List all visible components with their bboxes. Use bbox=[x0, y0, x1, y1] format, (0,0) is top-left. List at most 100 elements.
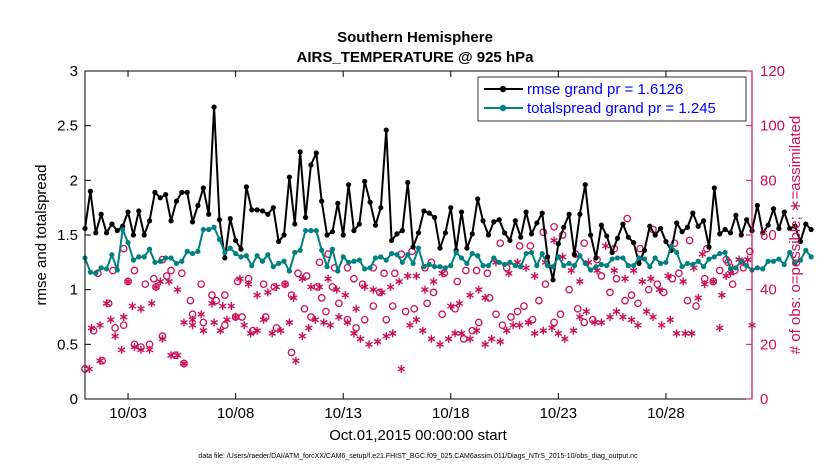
obs-assimilated-point bbox=[128, 302, 137, 311]
obs-assimilated-point bbox=[621, 274, 629, 283]
totalspread-point bbox=[647, 264, 653, 270]
rmse-point bbox=[270, 205, 276, 211]
obs-assimilated-point bbox=[244, 280, 253, 289]
obs-assimilated-point bbox=[560, 334, 569, 343]
totalspread-point bbox=[453, 249, 459, 256]
obs-assimilated-point bbox=[335, 313, 343, 321]
rmse-point bbox=[383, 127, 389, 133]
obs-assimilated-point bbox=[137, 304, 145, 313]
obs-possible-point bbox=[302, 272, 311, 280]
obs-assimilated-point bbox=[472, 326, 481, 335]
y-tick-label: 0 bbox=[70, 391, 78, 408]
obs-possible-point bbox=[322, 307, 330, 316]
rmse-point bbox=[711, 185, 717, 191]
rmse-point bbox=[200, 185, 206, 191]
rmse-point bbox=[631, 240, 637, 246]
obs-possible-point bbox=[360, 315, 369, 324]
obs-assimilated-point bbox=[298, 332, 307, 341]
rmse-point bbox=[238, 246, 244, 252]
totalspread-point bbox=[297, 247, 303, 253]
obs-possible-point bbox=[580, 318, 589, 327]
y-tick-label: 0.5 bbox=[57, 336, 78, 353]
totalspread-point bbox=[87, 269, 93, 275]
obs-assimilated-point bbox=[285, 318, 294, 327]
totalspread-point bbox=[189, 250, 196, 257]
y-tick-label: 3 bbox=[70, 63, 78, 80]
obs-possible-point bbox=[668, 274, 677, 283]
rmse-point bbox=[588, 232, 594, 238]
obs-assimilated-point bbox=[326, 321, 335, 330]
obs-assimilated-point bbox=[386, 282, 395, 291]
totalspread-point bbox=[722, 249, 728, 256]
totalspread-point bbox=[652, 255, 658, 261]
obs-possible-point bbox=[287, 348, 296, 357]
obs-assimilated-point bbox=[647, 274, 655, 283]
obs-assimilated-point bbox=[311, 315, 320, 324]
series-lines bbox=[82, 104, 814, 283]
rmse-point bbox=[609, 249, 615, 256]
obs-assimilated-point bbox=[436, 340, 444, 349]
rmse-point bbox=[292, 221, 298, 227]
totalspread-point bbox=[485, 263, 492, 269]
totalspread-point bbox=[216, 236, 223, 242]
totalspread-point bbox=[394, 252, 400, 258]
rmse-point bbox=[189, 219, 196, 225]
obs-assimilated-point bbox=[240, 321, 249, 330]
obs-possible-point bbox=[208, 291, 216, 299]
obs-assimilated-point bbox=[397, 364, 406, 373]
rmse-point bbox=[657, 225, 664, 232]
rmse-point bbox=[792, 223, 798, 229]
totalspread-point bbox=[362, 266, 368, 272]
obs-assimilated-point bbox=[152, 282, 160, 291]
rmse-point bbox=[501, 230, 508, 236]
obs-assimilated-point bbox=[649, 313, 657, 321]
rmse-point bbox=[394, 231, 400, 237]
obs-assimilated-point bbox=[412, 272, 421, 280]
legend-rmse-marker bbox=[499, 85, 507, 93]
obs-possible-point bbox=[300, 304, 309, 313]
totalspread-point bbox=[265, 252, 271, 258]
obs-assimilated-point bbox=[145, 345, 154, 354]
totalspread-point bbox=[711, 254, 717, 260]
obs-assimilated-point bbox=[591, 318, 599, 327]
x-tick-label: 10/28 bbox=[647, 405, 685, 422]
obs-possible-point bbox=[317, 294, 326, 302]
obs-assimilated-point bbox=[292, 356, 300, 365]
totalspread-point bbox=[141, 254, 147, 260]
rmse-point bbox=[485, 232, 492, 238]
rmse-point bbox=[787, 225, 793, 232]
obs-possible-point bbox=[167, 266, 175, 275]
obs-possible-point bbox=[461, 266, 470, 275]
obs-assimilated-point bbox=[539, 326, 548, 335]
obs-possible-point bbox=[307, 313, 315, 321]
totalspread-point bbox=[588, 267, 594, 273]
totalspread-point bbox=[114, 267, 120, 273]
obs-assimilated-point bbox=[642, 307, 651, 316]
rmse-point bbox=[389, 237, 395, 244]
rmse-point bbox=[593, 255, 599, 261]
obs-assimilated-point bbox=[709, 277, 718, 286]
obs-assimilated-point bbox=[627, 315, 636, 324]
obs-possible-point bbox=[612, 274, 621, 283]
totalspread-point bbox=[609, 256, 615, 262]
rmse-point bbox=[571, 252, 578, 258]
obs-assimilated-point bbox=[403, 272, 412, 280]
rmse-point bbox=[475, 196, 481, 202]
totalspread-point bbox=[523, 250, 529, 257]
obs-possible-point bbox=[472, 266, 481, 275]
obs-possible-point bbox=[507, 313, 515, 321]
totalspread-point bbox=[410, 260, 416, 267]
y-tick-label: 2.5 bbox=[57, 118, 78, 135]
totalspread-point bbox=[308, 228, 314, 234]
obs-possible-point bbox=[526, 242, 535, 250]
obs-assimilated-point bbox=[276, 326, 285, 335]
rmse-point bbox=[437, 245, 443, 251]
obs-assimilated-point bbox=[180, 318, 188, 327]
obs-assimilated-point bbox=[638, 277, 647, 286]
rmse-point bbox=[464, 245, 470, 251]
obs-assimilated-point bbox=[466, 334, 474, 343]
obs-assimilated-point bbox=[165, 277, 173, 286]
y-tick-label-right: 60 bbox=[760, 227, 777, 244]
obs-assimilated-point bbox=[96, 321, 104, 330]
